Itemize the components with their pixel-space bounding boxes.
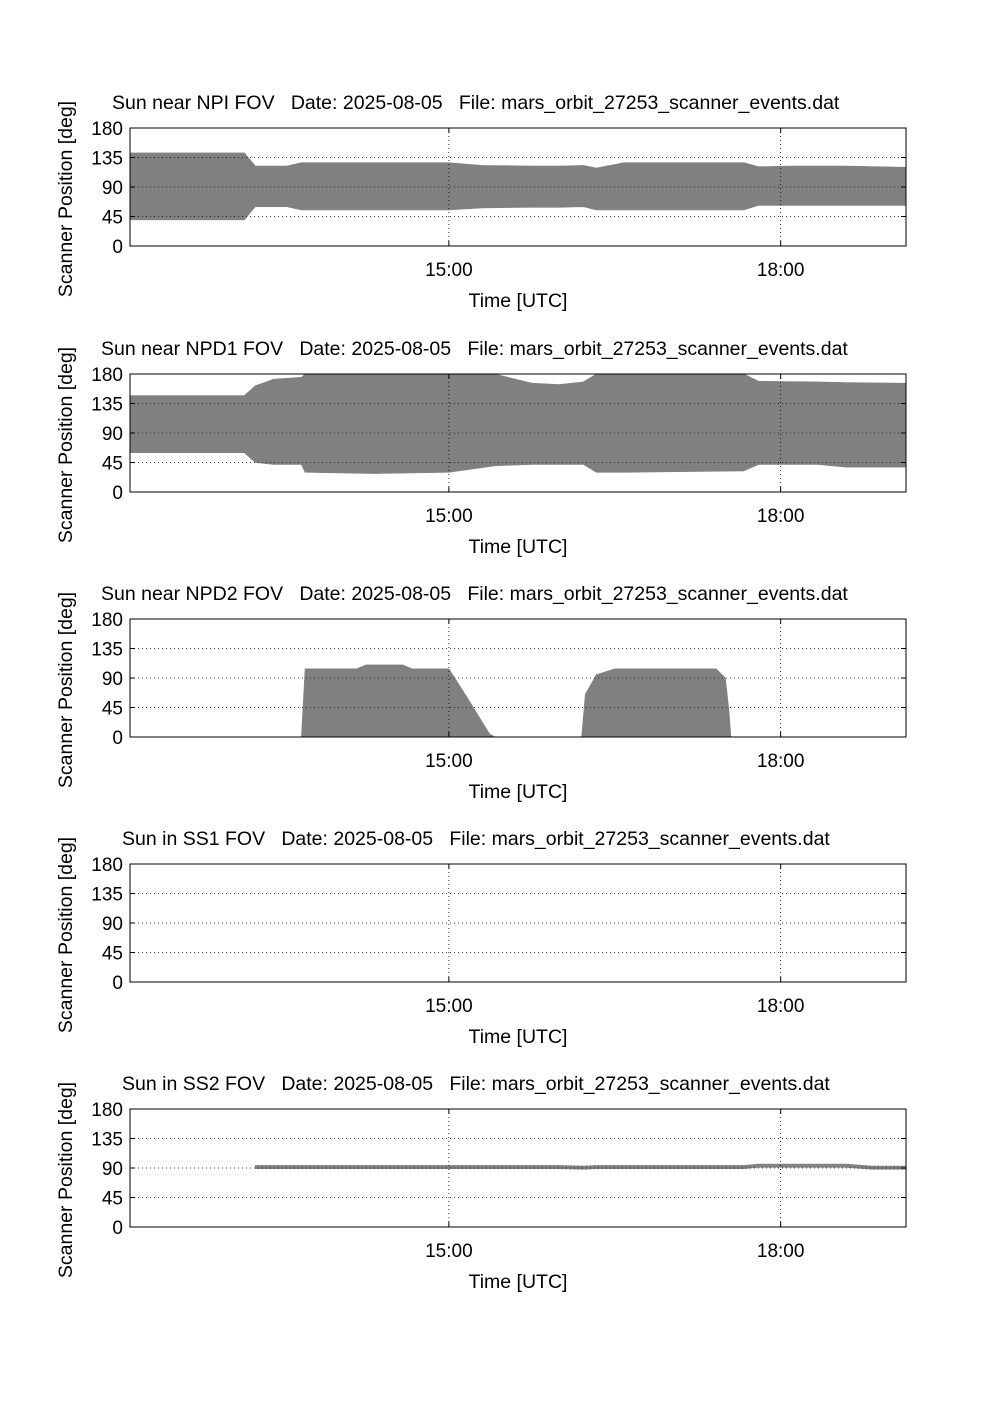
y-tick-label: 135 <box>91 885 123 906</box>
x-tick-label: 15:00 <box>425 260 473 281</box>
panel-title: Sun in SS1 FOV Date: 2025-08-05 File: ma… <box>122 828 830 850</box>
x-axis-label: Time [UTC] <box>469 536 568 558</box>
panel-2: 0 45 90 135 180 15:00 18:00 Sun near NPD1 FOV D… <box>55 338 907 558</box>
y-tick-label: 45 <box>102 944 123 965</box>
y-axis-label: Scanner Position [deg] <box>55 1082 77 1278</box>
y-tick-label: 45 <box>102 699 123 720</box>
x-axis-label: Time [UTC] <box>469 1271 568 1293</box>
x-axis-label: Time [UTC] <box>469 1026 568 1048</box>
panel-title: Sun near NPI FOV Date: 2025-08-05 File: … <box>112 92 840 114</box>
y-tick-label: 90 <box>102 424 123 445</box>
panel-title: Sun in SS2 FOV Date: 2025-08-05 File: ma… <box>122 1073 830 1095</box>
y-tick-label: 0 <box>112 483 123 504</box>
x-tick-label: 15:00 <box>425 506 473 527</box>
y-tick-label: 135 <box>91 395 123 416</box>
x-tick-label: 15:00 <box>425 996 473 1017</box>
y-tick-label: 0 <box>112 973 123 994</box>
x-tick-label: 18:00 <box>757 506 805 527</box>
x-tick-label: 18:00 <box>757 751 805 772</box>
panel-title: Sun near NPD1 FOV Date: 2025-08-05 File:… <box>101 338 848 360</box>
y-tick-label: 45 <box>102 208 123 229</box>
y-tick-label: 180 <box>91 855 123 876</box>
panel-title: Sun near NPD2 FOV Date: 2025-08-05 File:… <box>101 583 848 605</box>
panel-5: 0 45 90 135 180 15:00 18:00 Sun in SS2 FOV Date… <box>55 1073 907 1293</box>
panel-1: 0 45 90 135 180 15:00 18:00 Sun near NPI FOV Da… <box>55 92 907 312</box>
y-tick-label: 0 <box>112 1218 123 1239</box>
y-tick-label: 45 <box>102 1189 123 1210</box>
x-tick-label: 18:00 <box>757 996 805 1017</box>
y-tick-label: 135 <box>91 149 123 170</box>
y-tick-label: 90 <box>102 669 123 690</box>
y-tick-label: 180 <box>91 365 123 386</box>
y-tick-label: 180 <box>91 119 123 140</box>
y-axis-label: Scanner Position [deg] <box>55 837 77 1033</box>
y-tick-label: 180 <box>91 610 123 631</box>
y-axis-label: Scanner Position [deg] <box>55 101 77 297</box>
y-tick-label: 90 <box>102 914 123 935</box>
panel-4: 0 45 90 135 180 15:00 18:00 Sun in SS1 FOV Date… <box>55 828 907 1048</box>
x-tick-label: 18:00 <box>757 1241 805 1262</box>
x-tick-label: 15:00 <box>425 1241 473 1262</box>
y-axis-label: Scanner Position [deg] <box>55 592 77 788</box>
x-axis-label: Time [UTC] <box>469 290 568 312</box>
y-tick-label: 90 <box>102 178 123 199</box>
y-tick-label: 45 <box>102 454 123 475</box>
y-tick-label: 0 <box>112 237 123 258</box>
y-tick-label: 0 <box>112 728 123 749</box>
y-tick-label: 90 <box>102 1159 123 1180</box>
y-axis-label: Scanner Position [deg] <box>55 347 77 543</box>
x-tick-label: 15:00 <box>425 751 473 772</box>
y-tick-label: 180 <box>91 1100 123 1121</box>
x-tick-label: 18:00 <box>757 260 805 281</box>
panel-3: 0 45 90 135 180 15:00 18:00 Sun near NPD2 FOV D… <box>55 583 907 803</box>
y-tick-label: 135 <box>91 1130 123 1151</box>
x-axis-label: Time [UTC] <box>469 781 568 803</box>
y-tick-label: 135 <box>91 640 123 661</box>
